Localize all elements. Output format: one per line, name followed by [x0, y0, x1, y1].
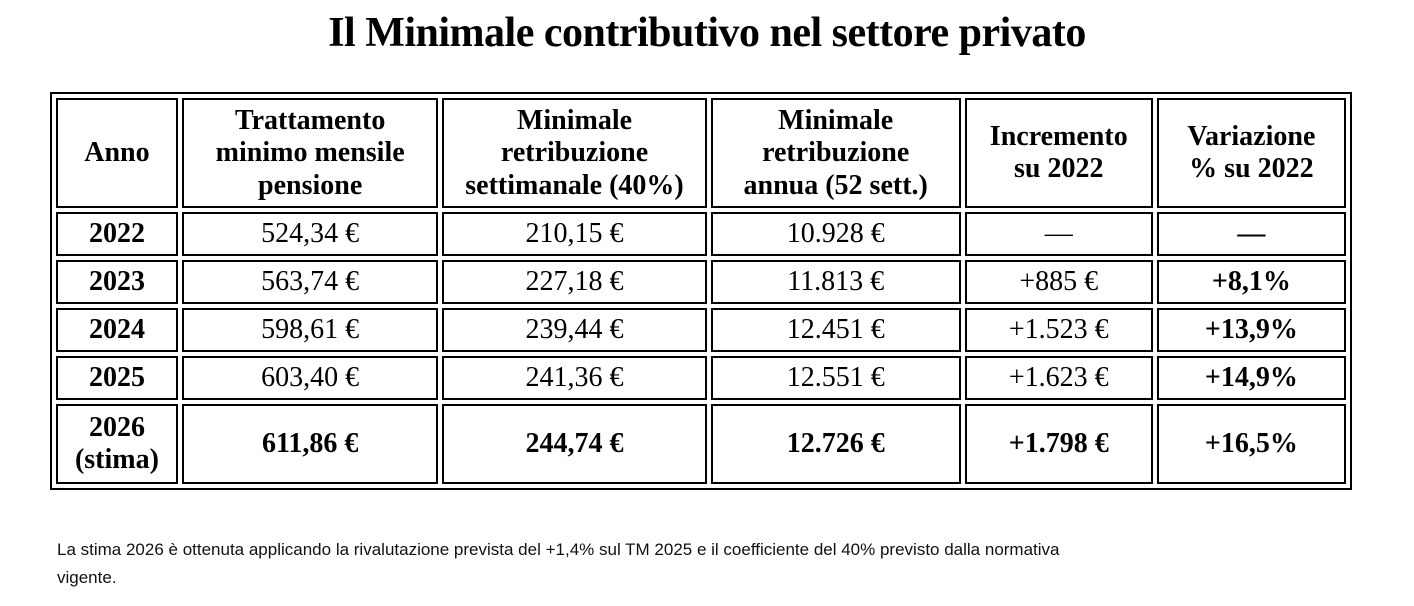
cell-incremento: +1.798 €	[964, 404, 1153, 485]
cell-settimanale: 244,74 €	[442, 404, 707, 485]
cell-variazione: +14,9%	[1156, 356, 1346, 401]
cell-anno: 2026 (stima)	[56, 404, 178, 485]
cell-variazione: +16,5%	[1156, 404, 1346, 485]
cell-annua: 10.928 €	[710, 212, 961, 257]
cell-annua: 12.551 €	[710, 356, 961, 401]
cell-anno: 2024	[56, 308, 178, 353]
table-row-2026-stima: 2026 (stima) 611,86 € 244,74 € 12.726 € …	[56, 404, 1346, 485]
cell-trattamento: 603,40 €	[181, 356, 439, 401]
cell-settimanale: 241,36 €	[442, 356, 707, 401]
table-row-2024: 2024 598,61 € 239,44 € 12.451 € +1.523 €…	[56, 308, 1346, 353]
table-row-2025: 2025 603,40 € 241,36 € 12.551 € +1.623 €…	[56, 356, 1346, 401]
cell-annua: 12.726 €	[710, 404, 961, 485]
column-header-minimale-settimanale: Minimale retribuzione settimanale (40%)	[442, 98, 707, 209]
contributions-table: Anno Trattamento minimo mensile pensione…	[50, 92, 1352, 491]
cell-anno: 2025	[56, 356, 178, 401]
cell-incremento: +1.623 €	[964, 356, 1153, 401]
cell-trattamento: 598,61 €	[181, 308, 439, 353]
column-header-minimale-annua: Minimale retribuzione annua (52 sett.)	[710, 98, 961, 209]
column-header-variazione: Variazione % su 2022	[1156, 98, 1346, 209]
cell-variazione: +13,9%	[1156, 308, 1346, 353]
cell-trattamento: 563,74 €	[181, 260, 439, 305]
cell-trattamento: 524,34 €	[181, 212, 439, 257]
cell-settimanale: 239,44 €	[442, 308, 707, 353]
column-header-incremento: Incremento su 2022	[964, 98, 1153, 209]
cell-incremento: —	[964, 212, 1153, 257]
page-title: Il Minimale contributivo nel settore pri…	[328, 10, 1086, 56]
table-row-2023: 2023 563,74 € 227,18 € 11.813 € +885 € +…	[56, 260, 1346, 305]
cell-trattamento: 611,86 €	[181, 404, 439, 485]
cell-incremento: +885 €	[964, 260, 1153, 305]
cell-anno: 2022	[56, 212, 178, 257]
cell-variazione: —	[1156, 212, 1346, 257]
header-row: Anno Trattamento minimo mensile pensione…	[56, 98, 1346, 209]
footnote-text: La stima 2026 è ottenuta applicando la r…	[57, 540, 1060, 588]
column-header-trattamento-minimo: Trattamento minimo mensile pensione	[181, 98, 439, 209]
cell-variazione: +8,1%	[1156, 260, 1346, 305]
cell-annua: 12.451 €	[710, 308, 961, 353]
cell-settimanale: 210,15 €	[442, 212, 707, 257]
table-row-2022: 2022 524,34 € 210,15 € 10.928 € — —	[56, 212, 1346, 257]
cell-annua: 11.813 €	[710, 260, 961, 305]
column-header-anno: Anno	[56, 98, 178, 209]
cell-settimanale: 227,18 €	[442, 260, 707, 305]
cell-anno: 2023	[56, 260, 178, 305]
cell-incremento: +1.523 €	[964, 308, 1153, 353]
